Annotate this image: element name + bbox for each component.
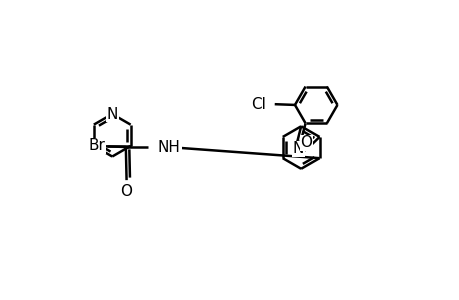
Text: N: N bbox=[292, 141, 303, 156]
Text: Cl: Cl bbox=[251, 97, 266, 112]
Text: Br: Br bbox=[88, 138, 105, 153]
Text: O: O bbox=[120, 184, 132, 199]
Text: O: O bbox=[300, 135, 312, 150]
Text: N: N bbox=[106, 106, 118, 122]
Text: NH: NH bbox=[157, 140, 180, 154]
